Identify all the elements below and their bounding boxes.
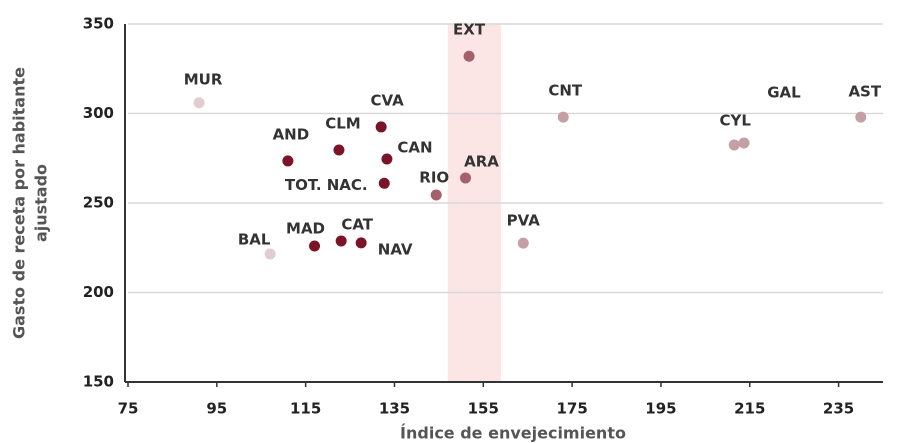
point-label: NAV: [378, 240, 413, 258]
x-axis-label: Índice de envejecimiento: [400, 424, 626, 443]
point: [855, 111, 867, 123]
x-tick-label: 75: [118, 400, 139, 418]
y-tick-label: 300: [83, 104, 114, 122]
x-tick-label: 95: [206, 400, 227, 418]
point-label: MAD: [286, 219, 325, 237]
point: [264, 248, 276, 260]
point: [460, 172, 472, 184]
point-label: ARA: [464, 152, 499, 170]
point-label: MUR: [184, 70, 223, 88]
y-tick-label: 350: [83, 15, 114, 33]
point-label: CYL: [720, 112, 752, 130]
x-tick-label: 235: [823, 400, 854, 418]
point: [738, 137, 750, 149]
point-label: CNT: [548, 82, 583, 100]
point: [381, 153, 393, 165]
y-axis-label: ajustado: [32, 164, 51, 242]
x-tick-label: 215: [734, 400, 765, 418]
point: [557, 111, 569, 123]
point-label: CLM: [325, 115, 361, 133]
x-tick-label: 135: [379, 400, 410, 418]
point-label: RIO: [419, 168, 449, 186]
y-tick-label: 150: [83, 373, 114, 391]
point: [193, 97, 205, 109]
point: [728, 139, 740, 151]
x-tick-label: 175: [556, 400, 587, 418]
point-label: EXT: [453, 21, 486, 39]
point: [309, 240, 321, 252]
y-tick-label: 250: [83, 194, 114, 212]
y-tick-label: 200: [83, 283, 114, 301]
point: [375, 121, 387, 133]
x-tick-label: 155: [468, 400, 499, 418]
point: [282, 155, 294, 167]
x-tick-label: 195: [645, 400, 676, 418]
y-axis-label: Gasto de receta por habitante: [10, 67, 29, 339]
point-label: CVA: [371, 91, 405, 109]
point: [517, 237, 529, 249]
point-label: AND: [273, 125, 310, 143]
point-label: GAL: [767, 84, 801, 102]
point: [463, 50, 475, 62]
point-label: CAT: [341, 215, 373, 233]
point-label: PVA: [507, 212, 541, 230]
point: [335, 235, 347, 247]
point: [378, 177, 390, 189]
point: [430, 189, 442, 201]
point: [355, 237, 367, 249]
point: [333, 144, 345, 156]
point-label: AST: [848, 83, 881, 101]
point-label: BAL: [238, 231, 271, 249]
point-label: TOT. NAC.: [285, 176, 368, 194]
point-label: CAN: [397, 138, 432, 156]
x-tick-label: 115: [290, 400, 321, 418]
